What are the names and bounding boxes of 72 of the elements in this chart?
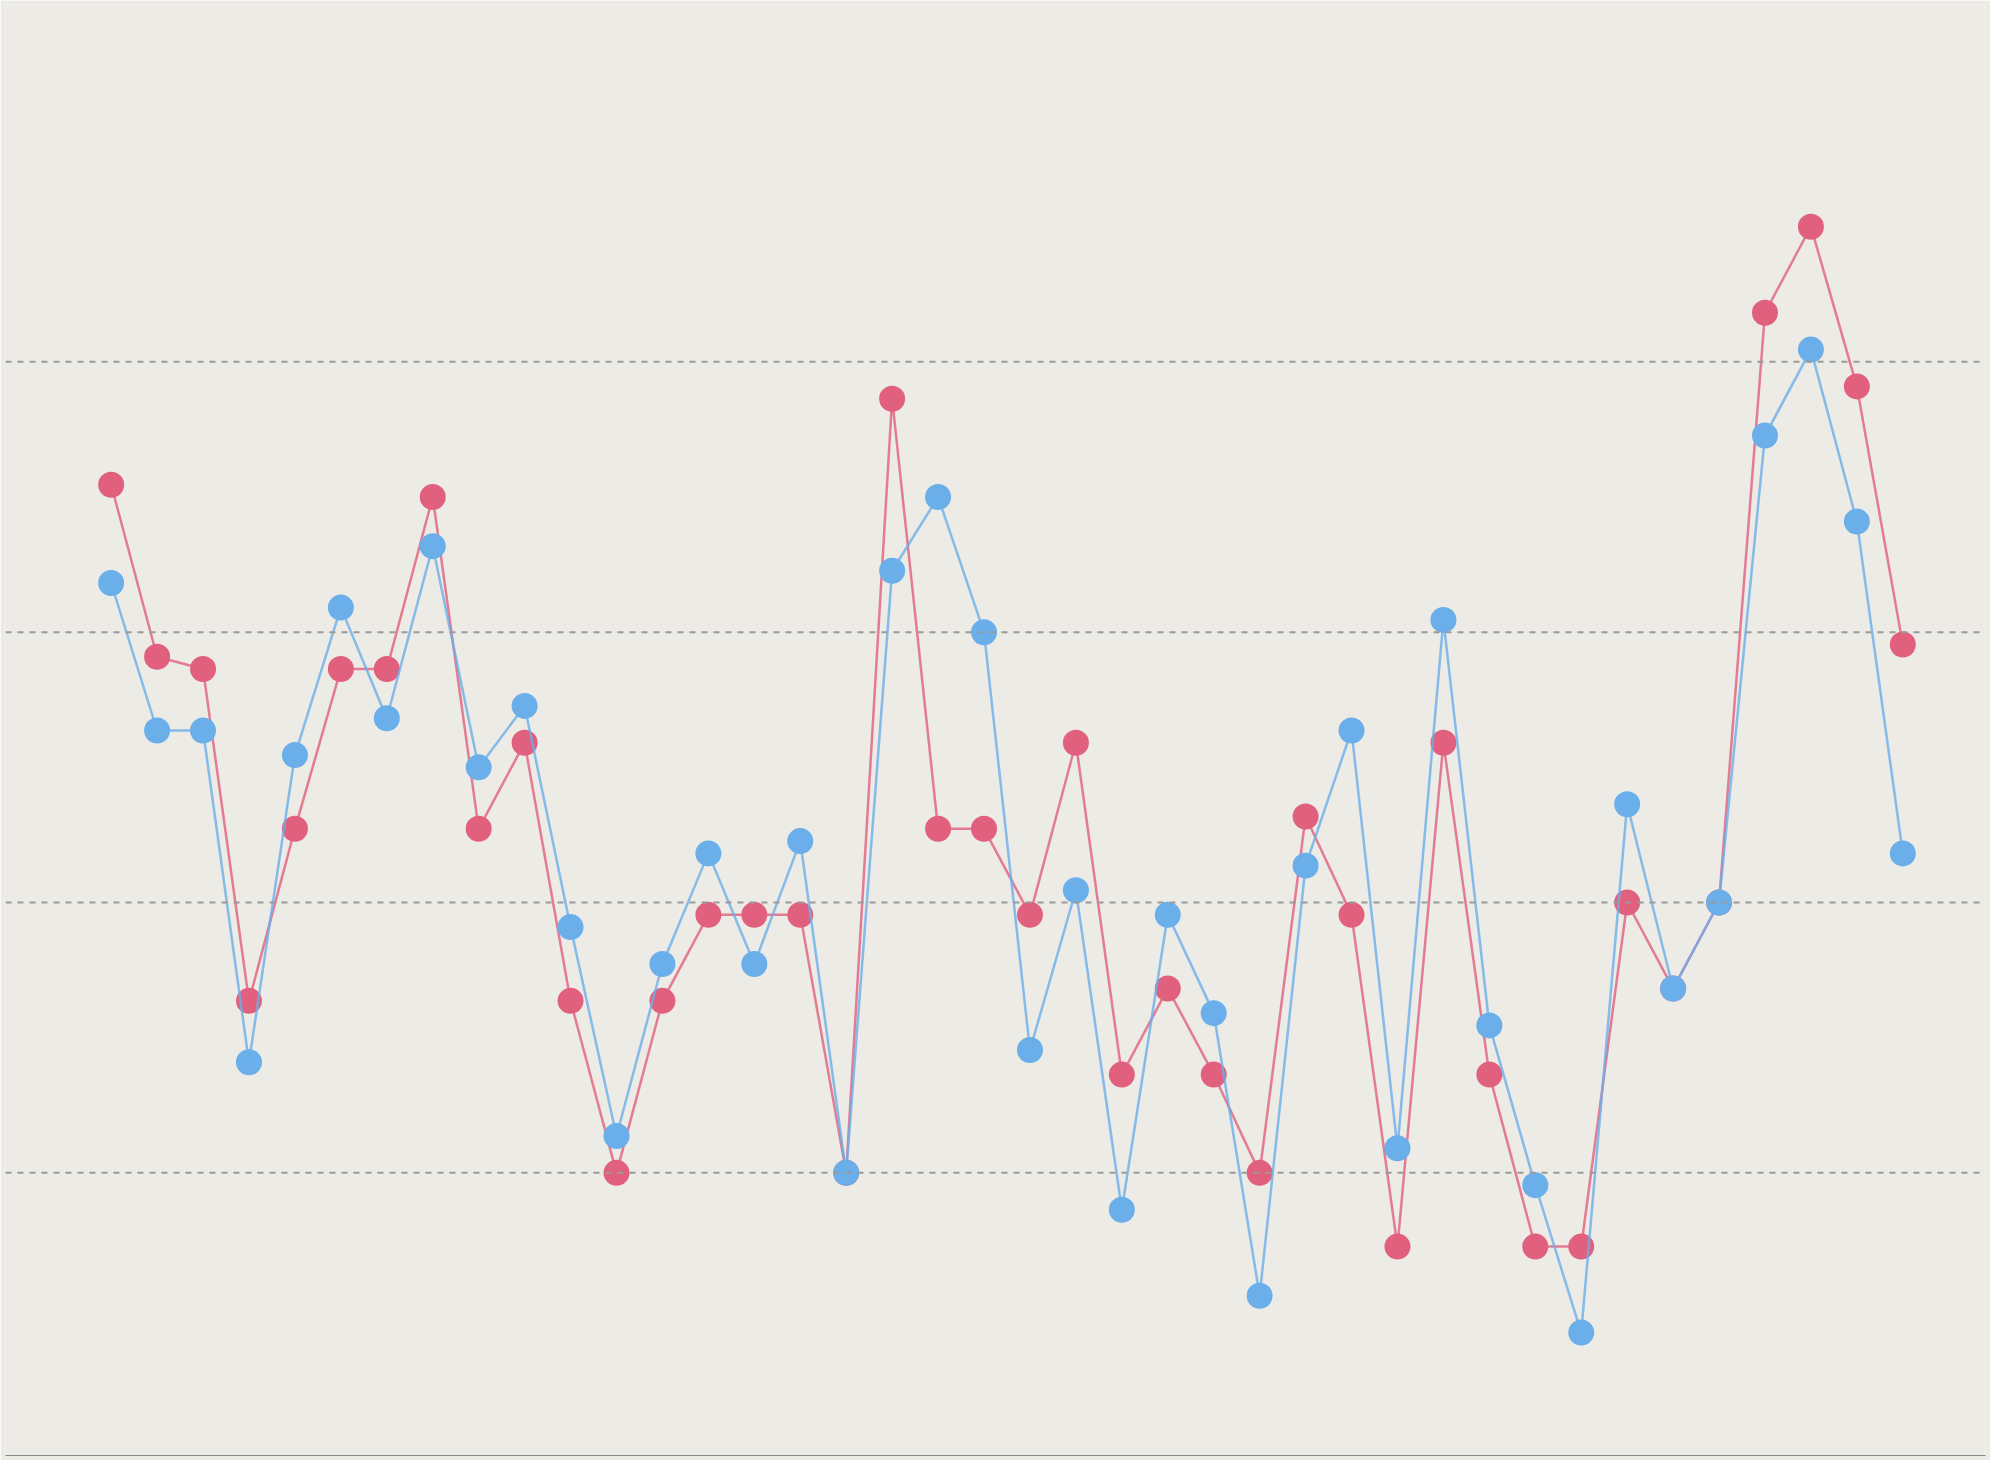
point: [879, 557, 906, 584]
point: [419, 533, 446, 560]
point: [1384, 1135, 1411, 1162]
point: [1430, 606, 1457, 633]
point: [925, 815, 952, 842]
point: [1384, 1233, 1411, 1260]
point: [1797, 336, 1824, 363]
point: [787, 828, 814, 855]
point: [144, 717, 171, 744]
point: [649, 987, 676, 1014]
point: [971, 815, 998, 842]
point: [1797, 213, 1824, 240]
point: [98, 471, 125, 498]
point: [603, 1123, 630, 1149]
point: [1614, 791, 1641, 818]
point: [327, 594, 354, 621]
point: [1522, 1172, 1549, 1199]
point: [419, 484, 446, 510]
point: [144, 643, 171, 670]
point: [1200, 1000, 1227, 1027]
point: [741, 951, 768, 977]
point: [511, 692, 538, 719]
point: [695, 901, 722, 928]
point: [1246, 1282, 1273, 1309]
point: [327, 656, 354, 683]
point: [1108, 1061, 1135, 1088]
point: [1016, 1037, 1043, 1063]
point: [511, 729, 538, 756]
point: [1889, 631, 1916, 658]
point: [373, 705, 400, 732]
point: [235, 1049, 262, 1076]
point: [787, 901, 814, 928]
point: [557, 987, 584, 1014]
point: [190, 717, 217, 744]
point: [1154, 975, 1181, 1002]
point: [1522, 1233, 1549, 1260]
point: [1292, 803, 1319, 830]
point: [1843, 373, 1870, 400]
point: [465, 815, 492, 842]
point: [1568, 1233, 1595, 1260]
point: [1338, 901, 1365, 928]
point: [695, 840, 722, 867]
point: [1108, 1196, 1135, 1223]
point: [1062, 877, 1089, 904]
point: [281, 742, 308, 769]
point: [557, 914, 584, 941]
point: [741, 901, 768, 928]
point: [465, 754, 492, 781]
point: [971, 619, 998, 646]
point: [1154, 901, 1181, 928]
point: [1200, 1061, 1227, 1088]
point: [1843, 508, 1870, 535]
point: [1016, 901, 1043, 928]
point: [281, 815, 308, 842]
point: [1476, 1012, 1503, 1039]
point: [649, 951, 676, 977]
point: [1062, 729, 1089, 756]
point: [879, 385, 906, 412]
point: [98, 570, 125, 597]
point: [1338, 717, 1365, 744]
point: [603, 1159, 630, 1186]
point: [1246, 1159, 1273, 1186]
point: [1889, 840, 1916, 867]
point: [190, 656, 217, 683]
point: [1751, 299, 1778, 326]
point: [1568, 1319, 1595, 1346]
point: [373, 656, 400, 683]
point: [1292, 852, 1319, 879]
point: [1751, 422, 1778, 449]
point: [1476, 1061, 1503, 1088]
point: [1430, 729, 1457, 756]
point: [925, 484, 952, 510]
